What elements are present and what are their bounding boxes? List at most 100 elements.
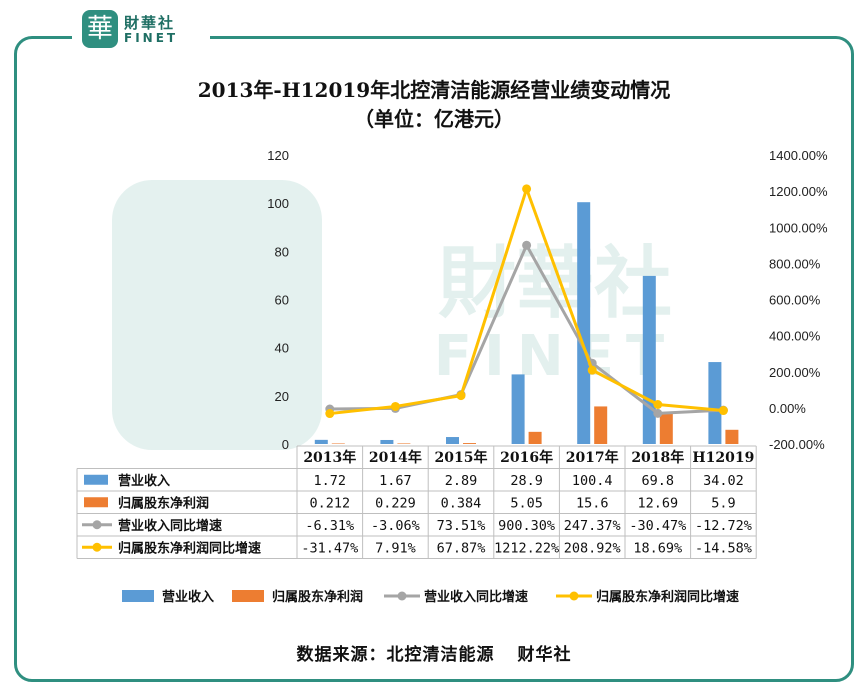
net-profit-bar bbox=[594, 406, 608, 444]
table-row-label: 归属股东净利润 bbox=[118, 495, 209, 511]
category-label: 2016年 bbox=[500, 449, 553, 466]
net-profit-bar bbox=[659, 413, 673, 444]
right-tick-label: 200.00% bbox=[769, 365, 821, 380]
chart-title: 2013年-H12019年北控清洁能源经营业绩变动情况 bbox=[197, 78, 671, 102]
legend-label: 营业收入同比增速 bbox=[424, 589, 528, 605]
table-cell: 0.384 bbox=[441, 495, 482, 511]
table-cell: 28.9 bbox=[510, 473, 543, 489]
left-tick-label: 0 bbox=[282, 437, 289, 452]
revenue-bar bbox=[511, 374, 525, 444]
profit-growth-point bbox=[325, 409, 335, 419]
category-label: 2017年 bbox=[566, 449, 619, 466]
revenue-bar bbox=[446, 437, 459, 444]
table-cell: 12.69 bbox=[637, 495, 678, 511]
watermark-en: FINET bbox=[434, 324, 676, 389]
table-cell: 15.6 bbox=[576, 495, 609, 511]
right-tick-label: 1000.00% bbox=[769, 220, 828, 235]
profit-growth-point bbox=[718, 406, 728, 416]
chart-frame bbox=[14, 36, 854, 682]
table-cell: 1.67 bbox=[379, 473, 412, 489]
table-cell: -31.47% bbox=[301, 540, 358, 556]
legend-key bbox=[232, 590, 264, 602]
table-cell: -14.58% bbox=[695, 540, 752, 556]
right-tick-label: 800.00% bbox=[769, 256, 821, 271]
profit-growth-point bbox=[456, 391, 466, 401]
table-cell: 900.30% bbox=[498, 518, 555, 534]
source-publisher: 财华社 bbox=[517, 645, 572, 665]
table-row-label: 营业收入同比增速 bbox=[118, 518, 222, 534]
source-note: 数据来源：北控清洁能源 财华社 bbox=[0, 640, 868, 665]
right-tick-label: 400.00% bbox=[769, 329, 821, 344]
category-label: 2018年 bbox=[631, 449, 684, 466]
profit-growth-point bbox=[587, 365, 597, 375]
table-cell: 2.89 bbox=[445, 473, 478, 489]
revenue-growth-point bbox=[653, 408, 663, 418]
table-cell: -12.72% bbox=[695, 518, 752, 534]
table-cell: 0.229 bbox=[375, 495, 416, 511]
category-label: 2013年 bbox=[303, 449, 356, 466]
revenue-bar bbox=[380, 439, 394, 444]
table-cell: 1.72 bbox=[314, 473, 347, 489]
net-profit-bar bbox=[331, 443, 345, 444]
legend-key bbox=[569, 591, 579, 601]
logo-english-name: FINET bbox=[124, 31, 179, 45]
finet-logo: 華 財華社 FINET bbox=[72, 6, 210, 52]
table-legend-key bbox=[92, 520, 102, 530]
right-tick-label: 1200.00% bbox=[769, 184, 828, 199]
net-profit-bar bbox=[528, 431, 542, 444]
table-cell: -6.31% bbox=[305, 518, 354, 534]
net-profit-bar bbox=[725, 429, 739, 444]
table-cell: 67.87% bbox=[437, 540, 486, 556]
logo-chinese-name: 財華社 bbox=[124, 14, 176, 32]
table-cell: 0.212 bbox=[309, 495, 350, 511]
watermark-cn: 財華社 bbox=[438, 239, 672, 329]
table-cell: 5.05 bbox=[510, 495, 543, 511]
category-label: H12019 bbox=[692, 450, 754, 466]
finet-seal-icon: 華 bbox=[82, 10, 118, 48]
legend-label: 归属股东净利润 bbox=[272, 589, 363, 605]
table-row-label: 营业收入 bbox=[118, 473, 170, 489]
table-legend-key bbox=[84, 497, 108, 508]
legend-label: 归属股东净利润同比增速 bbox=[596, 589, 739, 605]
revenue-growth-point bbox=[522, 240, 532, 250]
watermark-seal-icon bbox=[112, 180, 322, 450]
left-tick-label: 40 bbox=[275, 341, 289, 356]
left-tick-label: 100 bbox=[267, 196, 289, 211]
right-tick-label: 1400.00% bbox=[769, 148, 828, 163]
right-tick-label: 0.00% bbox=[769, 401, 806, 416]
legend-key bbox=[122, 590, 154, 602]
table-cell: 5.9 bbox=[711, 495, 735, 511]
legend-label: 营业收入 bbox=[162, 589, 214, 605]
right-tick-label: -200.00% bbox=[769, 437, 825, 452]
net-profit-bar bbox=[397, 443, 411, 444]
right-tick-label: 600.00% bbox=[769, 293, 821, 308]
table-cell: 247.37% bbox=[564, 518, 621, 534]
table-cell: 34.02 bbox=[703, 473, 744, 489]
left-tick-label: 80 bbox=[275, 244, 289, 259]
net-profit-bar bbox=[463, 443, 476, 444]
table-cell: 1212.22% bbox=[494, 540, 559, 556]
category-label: 2014年 bbox=[369, 449, 422, 466]
table-cell: 69.8 bbox=[642, 473, 675, 489]
left-tick-label: 60 bbox=[275, 293, 289, 308]
table-cell: -30.47% bbox=[629, 518, 686, 534]
legend-key bbox=[397, 591, 407, 601]
table-cell: 73.51% bbox=[437, 518, 486, 534]
category-label: 2015年 bbox=[435, 449, 488, 466]
left-tick-label: 120 bbox=[267, 148, 289, 163]
chart-subtitle: （单位：亿港元） bbox=[354, 107, 514, 131]
revenue-bar bbox=[314, 439, 328, 444]
revenue-bar bbox=[577, 202, 591, 444]
table-row-label: 归属股东净利润同比增速 bbox=[118, 540, 261, 556]
revenue-bar bbox=[708, 362, 722, 444]
profit-growth-point bbox=[522, 184, 532, 194]
left-tick-label: 20 bbox=[275, 389, 289, 404]
table-cell: 208.92% bbox=[564, 540, 621, 556]
profit-growth-point bbox=[653, 399, 663, 409]
table-cell: 7.91% bbox=[375, 540, 416, 556]
source-label: 数据来源：北控清洁能源 bbox=[296, 645, 495, 665]
table-legend-key bbox=[92, 542, 102, 552]
table-legend-key bbox=[84, 474, 108, 485]
revenue-bar bbox=[642, 275, 656, 444]
